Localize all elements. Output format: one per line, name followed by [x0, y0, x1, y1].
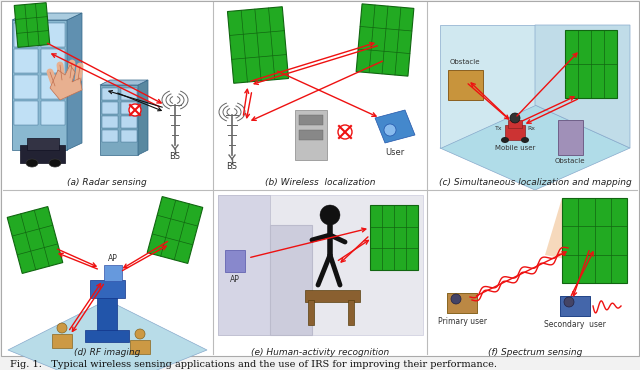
Polygon shape — [147, 196, 203, 263]
Text: Mobile user: Mobile user — [495, 145, 535, 151]
Bar — [558, 120, 583, 155]
Polygon shape — [7, 206, 63, 273]
Polygon shape — [100, 80, 148, 85]
Bar — [348, 300, 354, 325]
Polygon shape — [535, 25, 630, 148]
Text: Fig. 1.   Typical wireless sensing applications and the use of IRS for improving: Fig. 1. Typical wireless sensing applica… — [10, 360, 497, 369]
Polygon shape — [100, 85, 138, 155]
Bar — [295, 110, 327, 160]
Bar — [560, 296, 590, 316]
Bar — [14, 23, 38, 47]
Text: User: User — [385, 148, 404, 157]
Circle shape — [451, 294, 461, 304]
Text: (f) Spectrum sensing: (f) Spectrum sensing — [488, 348, 582, 357]
Polygon shape — [545, 198, 627, 260]
Circle shape — [135, 329, 145, 339]
Bar — [52, 334, 72, 348]
Text: Tx: Tx — [495, 125, 503, 131]
Polygon shape — [8, 300, 207, 370]
Bar — [102, 116, 118, 128]
Bar — [14, 75, 38, 99]
Bar — [308, 300, 314, 325]
Bar — [104, 265, 122, 281]
Circle shape — [57, 323, 67, 333]
Bar — [102, 102, 118, 114]
Bar — [305, 290, 360, 302]
Polygon shape — [440, 105, 630, 190]
Text: AP: AP — [230, 275, 240, 284]
Bar — [121, 102, 137, 114]
Bar — [299, 115, 323, 125]
Polygon shape — [138, 80, 148, 155]
Circle shape — [384, 124, 396, 136]
Bar — [299, 130, 323, 140]
Text: AP: AP — [108, 254, 118, 263]
Ellipse shape — [26, 159, 38, 167]
Bar — [130, 340, 150, 354]
Polygon shape — [227, 7, 289, 83]
Polygon shape — [440, 25, 535, 148]
Bar — [505, 125, 525, 140]
Text: Obstacle: Obstacle — [555, 158, 585, 164]
Bar — [447, 293, 477, 313]
Polygon shape — [12, 13, 82, 20]
Bar — [565, 30, 617, 98]
Circle shape — [129, 104, 141, 116]
Bar — [41, 101, 65, 125]
Bar — [102, 88, 118, 100]
Bar — [121, 88, 137, 100]
Polygon shape — [12, 20, 67, 150]
Circle shape — [564, 297, 574, 307]
Bar — [448, 70, 483, 100]
Polygon shape — [67, 13, 82, 150]
Text: BS: BS — [227, 162, 237, 171]
Circle shape — [320, 205, 340, 225]
Bar — [102, 130, 118, 142]
Bar — [121, 116, 137, 128]
Bar — [508, 120, 522, 128]
Text: BS: BS — [170, 152, 180, 161]
Text: (a) Radar sensing: (a) Radar sensing — [67, 178, 147, 187]
Text: (e) Human-activity recognition: (e) Human-activity recognition — [251, 348, 389, 357]
Polygon shape — [14, 3, 50, 47]
Circle shape — [510, 113, 520, 123]
Text: Rx: Rx — [527, 125, 535, 131]
Text: (c) Simultaneous localization and mapping: (c) Simultaneous localization and mappin… — [438, 178, 632, 187]
Polygon shape — [375, 110, 415, 143]
Bar — [41, 23, 65, 47]
Ellipse shape — [49, 159, 61, 167]
Bar — [218, 195, 423, 335]
Bar — [97, 295, 117, 335]
Text: (b) Wireless  localization: (b) Wireless localization — [265, 178, 375, 187]
Bar — [20, 145, 65, 163]
Polygon shape — [356, 4, 414, 76]
Bar — [41, 75, 65, 99]
Bar — [14, 49, 38, 73]
Bar — [370, 205, 418, 270]
Bar — [90, 280, 125, 298]
Text: (d) RF imaging: (d) RF imaging — [74, 348, 140, 357]
Bar — [121, 130, 137, 142]
Circle shape — [338, 125, 352, 139]
Bar — [41, 49, 65, 73]
Bar — [85, 330, 129, 342]
Bar — [270, 225, 312, 335]
Bar — [14, 101, 38, 125]
Bar — [218, 195, 270, 335]
Polygon shape — [50, 65, 82, 100]
Ellipse shape — [521, 137, 529, 143]
Text: Secondary  user: Secondary user — [544, 320, 606, 329]
Bar — [225, 250, 245, 272]
Text: Obstacle: Obstacle — [450, 59, 480, 65]
Ellipse shape — [501, 137, 509, 143]
Text: Primary user: Primary user — [438, 317, 486, 326]
Bar — [562, 198, 627, 283]
Bar — [27, 138, 59, 150]
